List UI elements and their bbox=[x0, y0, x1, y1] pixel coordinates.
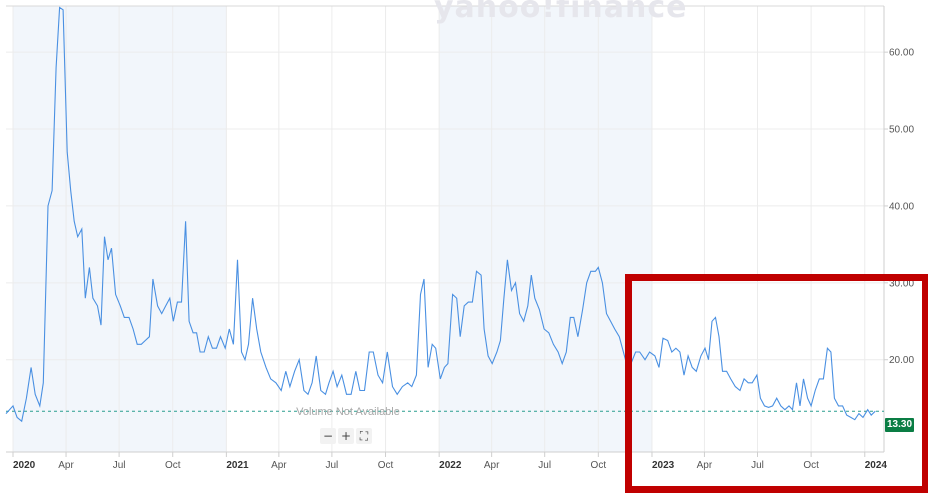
x-tick-label: Apr bbox=[271, 460, 287, 471]
x-tick-label: Jul bbox=[325, 460, 338, 471]
y-tick-label: 50.00 bbox=[889, 125, 914, 136]
x-tick-label: 2024 bbox=[865, 460, 888, 471]
x-tick-label: 2021 bbox=[226, 460, 249, 471]
zoom-in-button[interactable]: + bbox=[338, 428, 354, 444]
x-tick-label: 2023 bbox=[652, 460, 675, 471]
x-tick-label: Oct bbox=[378, 460, 394, 471]
x-tick-label: Oct bbox=[803, 460, 819, 471]
current-price-tag: 13.30 bbox=[885, 418, 914, 432]
year-band bbox=[439, 6, 652, 452]
x-tick-label: Apr bbox=[484, 460, 500, 471]
x-axis-ticks: 2020 Apr Jul Oct 2021 Apr Jul Oct 2022 Apr Jul Oct 2… bbox=[12, 452, 888, 471]
yahoo-finance-watermark: yahoo!finance bbox=[434, 0, 688, 25]
grid-lines bbox=[6, 6, 884, 452]
x-tick-label: 2022 bbox=[439, 460, 462, 471]
x-tick-label: Jul bbox=[538, 460, 551, 471]
zoom-fit-button[interactable]: ⛶ bbox=[356, 428, 372, 444]
y-tick-label: 20.00 bbox=[889, 355, 914, 366]
y-tick-label: 60.00 bbox=[889, 48, 914, 59]
y-axis-ticks: 20.00 30.00 40.00 50.00 60.00 bbox=[884, 48, 914, 366]
x-tick-label: 2020 bbox=[13, 460, 36, 471]
x-tick-label: Jul bbox=[113, 460, 126, 471]
x-tick-label: Apr bbox=[58, 460, 74, 471]
year-bands bbox=[12, 6, 652, 452]
x-tick-label: Oct bbox=[591, 460, 607, 471]
year-band bbox=[12, 6, 227, 452]
x-tick-label: Apr bbox=[697, 460, 713, 471]
zoom-controls: − + ⛶ bbox=[320, 428, 376, 444]
x-tick-label: Jul bbox=[751, 460, 764, 471]
series-line[interactable] bbox=[5, 6, 876, 423]
x-tick-label: Oct bbox=[165, 460, 181, 471]
volume-not-available-note: Volume Not Available bbox=[296, 406, 400, 418]
zoom-out-button[interactable]: − bbox=[320, 428, 336, 444]
y-tick-label: 40.00 bbox=[889, 201, 914, 212]
y-tick-label: 30.00 bbox=[889, 278, 914, 289]
